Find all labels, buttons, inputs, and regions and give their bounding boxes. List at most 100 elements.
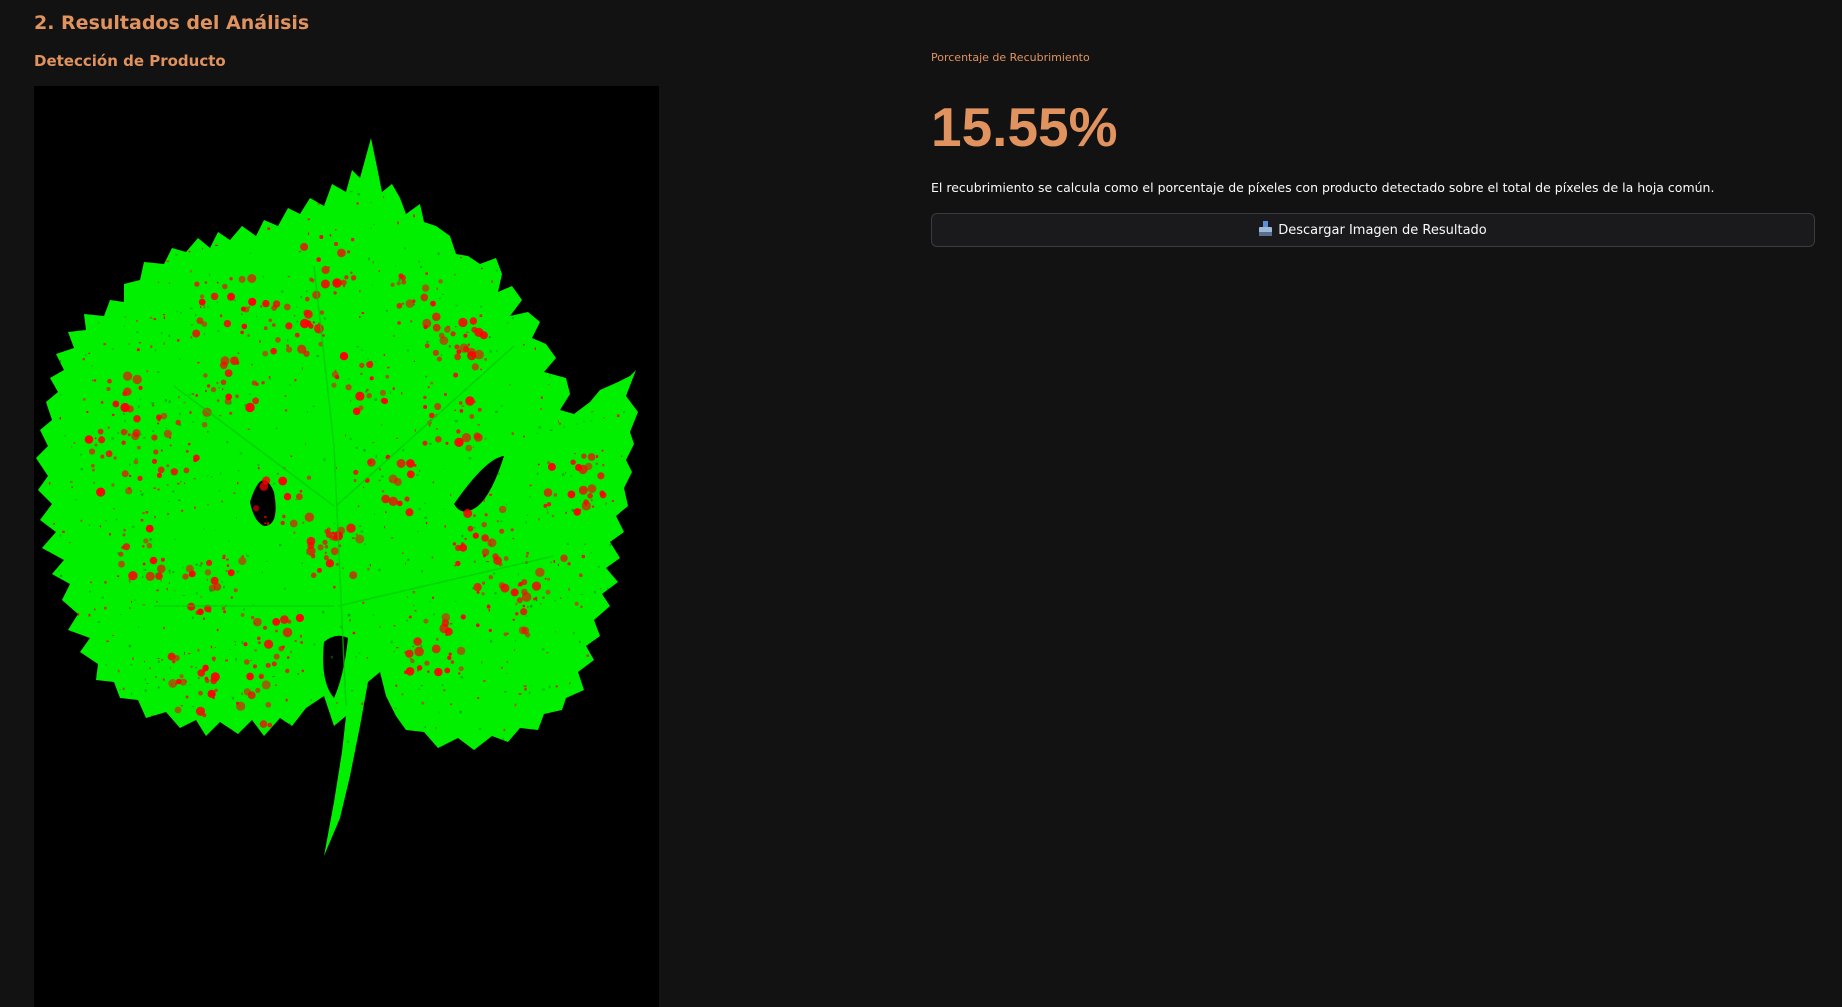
product-spot bbox=[412, 645, 415, 648]
product-spot bbox=[204, 569, 212, 576]
product-speck bbox=[547, 511, 549, 514]
product-spot bbox=[175, 419, 181, 426]
product-speck bbox=[283, 587, 286, 590]
product-speck bbox=[237, 352, 240, 354]
product-speck bbox=[579, 640, 581, 643]
product-spot bbox=[243, 642, 248, 647]
product-speck bbox=[111, 635, 114, 637]
product-spot bbox=[305, 320, 312, 327]
product-spot bbox=[203, 306, 206, 309]
product-spot bbox=[252, 397, 259, 405]
product-spot bbox=[213, 583, 222, 591]
product-speck bbox=[503, 691, 507, 693]
product-speck bbox=[418, 470, 421, 472]
product-speck bbox=[484, 438, 487, 440]
product-speck bbox=[421, 701, 425, 705]
product-spot bbox=[246, 672, 254, 681]
product-spot bbox=[183, 467, 190, 474]
product-speck bbox=[221, 580, 223, 584]
product-spot bbox=[422, 318, 432, 328]
download-result-button[interactable]: Descargar Imagen de Resultado bbox=[931, 213, 1815, 247]
product-speck bbox=[306, 290, 308, 292]
product-speck bbox=[616, 414, 620, 418]
product-speck bbox=[199, 564, 202, 567]
product-spot bbox=[275, 684, 277, 686]
product-speck bbox=[288, 384, 292, 386]
product-speck bbox=[461, 405, 465, 407]
product-spot bbox=[533, 597, 536, 601]
product-speck bbox=[542, 596, 545, 599]
product-speck bbox=[514, 703, 517, 707]
product-spot bbox=[467, 343, 470, 346]
product-speck bbox=[166, 260, 169, 262]
product-speck bbox=[515, 640, 517, 642]
product-speck bbox=[367, 567, 370, 571]
product-speck bbox=[180, 481, 182, 483]
product-speck bbox=[360, 530, 364, 533]
product-speck bbox=[304, 443, 306, 445]
product-speck bbox=[236, 571, 239, 573]
product-speck bbox=[152, 430, 155, 432]
product-speck bbox=[88, 524, 90, 527]
product-spot bbox=[319, 235, 324, 239]
product-speck bbox=[441, 293, 444, 295]
product-spot bbox=[305, 296, 310, 302]
product-speck bbox=[517, 573, 519, 576]
product-speck bbox=[297, 610, 299, 613]
product-spot bbox=[333, 291, 337, 295]
product-speck bbox=[558, 422, 562, 425]
product-spot bbox=[385, 511, 387, 513]
product-spot bbox=[487, 538, 497, 548]
product-speck bbox=[167, 512, 169, 516]
product-spot bbox=[156, 414, 162, 421]
product-speck bbox=[438, 711, 440, 714]
product-speck bbox=[553, 600, 556, 602]
product-spot bbox=[522, 604, 526, 608]
product-spot bbox=[128, 571, 138, 581]
product-spot bbox=[547, 461, 551, 465]
product-speck bbox=[401, 392, 403, 395]
product-speck bbox=[136, 320, 138, 322]
product-speck bbox=[447, 325, 450, 328]
product-speck bbox=[362, 601, 365, 604]
product-speck bbox=[301, 367, 303, 370]
product-speck bbox=[540, 396, 543, 399]
product-spot bbox=[247, 691, 256, 700]
product-spot bbox=[265, 701, 272, 708]
product-speck bbox=[602, 464, 605, 467]
product-spot bbox=[455, 560, 461, 567]
product-spot bbox=[381, 494, 390, 504]
product-spot bbox=[454, 564, 456, 567]
product-speck bbox=[466, 331, 469, 333]
product-spot bbox=[107, 378, 112, 384]
product-spot bbox=[510, 588, 519, 597]
product-speck bbox=[427, 670, 430, 673]
product-speck bbox=[294, 379, 297, 382]
product-spot bbox=[282, 514, 286, 519]
product-speck bbox=[268, 376, 271, 379]
product-spot bbox=[262, 625, 268, 630]
product-spot bbox=[455, 544, 462, 552]
product-speck bbox=[535, 596, 538, 600]
product-speck bbox=[180, 705, 183, 707]
product-speck bbox=[160, 579, 162, 582]
product-speck bbox=[306, 411, 308, 414]
product-speck bbox=[209, 589, 213, 592]
product-spot bbox=[93, 379, 97, 382]
product-speck bbox=[135, 331, 139, 333]
product-speck bbox=[517, 584, 520, 587]
product-speck bbox=[129, 463, 131, 466]
product-spot bbox=[245, 402, 255, 413]
product-speck bbox=[416, 474, 419, 476]
product-spot bbox=[97, 428, 104, 435]
product-speck bbox=[529, 496, 531, 498]
product-speck bbox=[394, 707, 397, 709]
product-spot bbox=[405, 508, 414, 517]
product-spot bbox=[302, 521, 305, 524]
product-speck bbox=[563, 426, 565, 428]
product-spot bbox=[500, 583, 510, 593]
metrics-column: Porcentaje de Recubrimiento 15.55% El re… bbox=[931, 50, 1815, 247]
product-spot bbox=[521, 626, 530, 635]
product-speck bbox=[94, 608, 96, 611]
product-speck bbox=[509, 384, 511, 386]
